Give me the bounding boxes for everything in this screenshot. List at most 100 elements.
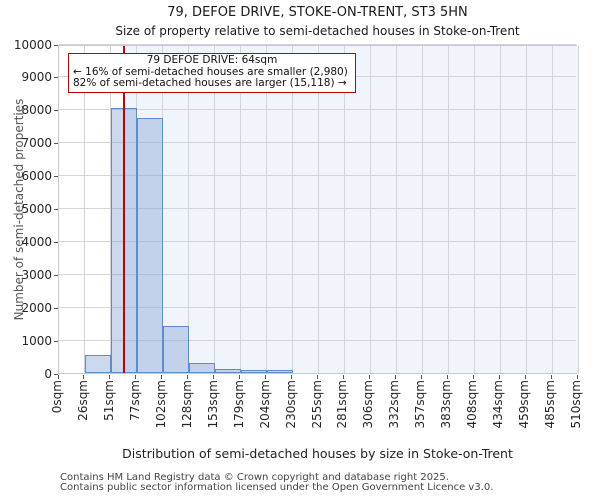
y-tick-mark-3000	[54, 274, 58, 276]
gridline-x-485	[551, 46, 553, 373]
x-tick-mark-179sqm	[239, 375, 241, 379]
gridline-y-10000	[59, 43, 576, 45]
plot-area	[58, 43, 579, 374]
gridline-y-3000	[59, 273, 576, 275]
gridline-x-179	[240, 46, 242, 373]
x-tick-mark-153sqm	[213, 375, 215, 379]
x-tick-mark-230sqm	[291, 375, 293, 379]
footer-attribution-1: Contains HM Land Registry data © Crown c…	[60, 472, 449, 483]
gridline-x-255	[318, 46, 319, 373]
y-tick-label-2000: 2000	[21, 300, 52, 315]
gridline-y-6000	[59, 175, 576, 177]
x-tick-label-332sqm: 332sqm	[387, 380, 402, 429]
x-tick-label-204sqm: 204sqm	[257, 380, 272, 429]
x-tick-mark-459sqm	[524, 375, 526, 379]
x-tick-mark-357sqm	[420, 375, 422, 379]
x-tick-label-51sqm: 51sqm	[101, 380, 116, 421]
x-tick-label-255sqm: 255sqm	[309, 380, 324, 429]
gridline-x-332	[395, 46, 397, 373]
y-tick-mark-0	[54, 373, 58, 375]
x-tick-label-357sqm: 357sqm	[413, 380, 428, 429]
histogram-bar-204-230sqm	[266, 370, 293, 373]
y-tick-label-0: 0	[44, 366, 52, 381]
annotation-larger: 82% of semi-detached houses are larger (…	[73, 77, 347, 89]
x-tick-mark-306sqm	[368, 375, 370, 379]
y-tick-label-5000: 5000	[21, 202, 52, 216]
y-tick-label-10000: 10000	[13, 37, 52, 52]
y-tick-label-4000: 4000	[21, 234, 52, 249]
gridline-y-8000	[59, 109, 576, 111]
y-tick-mark-1000	[54, 340, 58, 342]
x-tick-mark-408sqm	[472, 375, 474, 379]
histogram-bar-179-204sqm	[240, 370, 267, 373]
y-tick-mark-2000	[54, 307, 58, 309]
y-tick-mark-9000	[54, 77, 58, 79]
gridline-y-1000	[59, 339, 576, 341]
footer-attribution-2: Contains public sector information licen…	[60, 482, 494, 493]
x-tick-label-408sqm: 408sqm	[465, 380, 480, 429]
x-tick-label-179sqm: 179sqm	[231, 380, 246, 429]
histogram-bar-102-128sqm	[162, 325, 189, 373]
x-tick-label-77sqm: 77sqm	[127, 380, 142, 421]
x-tick-mark-102sqm	[161, 375, 163, 379]
gridline-x-26	[84, 46, 86, 373]
y-tick-mark-4000	[54, 241, 58, 243]
gridline-x-383	[447, 46, 449, 373]
y-tick-label-6000: 6000	[21, 169, 52, 184]
annotation-box: 79 DEFOE DRIVE: 64sqm ← 16% of semi-deta…	[68, 53, 356, 93]
gridline-x-459	[525, 46, 527, 373]
subject-property-marker-line	[122, 46, 125, 373]
chart-subtitle: Size of property relative to semi-detach…	[115, 24, 520, 38]
gridline-y-7000	[59, 142, 576, 144]
gridline-y-2000	[59, 306, 576, 308]
y-tick-mark-10000	[54, 44, 58, 46]
x-tick-label-434sqm: 434sqm	[491, 380, 506, 429]
gridline-x-128	[188, 46, 190, 373]
gridline-x-153	[214, 46, 216, 373]
annotation-smaller: ← 16% of semi-detached houses are smalle…	[73, 65, 348, 78]
gridline-x-408	[473, 46, 475, 373]
x-tick-label-281sqm: 281sqm	[335, 380, 350, 429]
histogram-bar-26-51sqm	[84, 354, 111, 373]
y-tick-label-9000: 9000	[21, 70, 52, 85]
y-tick-label-8000: 8000	[21, 103, 52, 118]
x-tick-mark-26sqm	[83, 375, 85, 379]
x-tick-mark-281sqm	[342, 375, 344, 379]
annotation-title: 79 DEFOE DRIVE: 64sqm	[146, 54, 278, 66]
x-tick-label-26sqm: 26sqm	[75, 380, 90, 421]
gridline-x-306	[369, 46, 371, 373]
y-tick-label-1000: 1000	[21, 333, 52, 348]
x-tick-label-485sqm: 485sqm	[543, 380, 558, 429]
x-tick-mark-383sqm	[446, 375, 448, 379]
gridline-x-434	[499, 46, 501, 373]
x-axis-label: Distribution of semi-detached houses by …	[122, 446, 513, 461]
gridline-x-510	[577, 46, 579, 373]
gridline-x-230	[292, 46, 294, 373]
y-tick-label-3000: 3000	[21, 267, 52, 282]
x-tick-mark-510sqm	[576, 375, 578, 379]
x-tick-mark-51sqm	[109, 375, 111, 379]
x-tick-mark-255sqm	[317, 375, 318, 379]
gridline-y-5000	[59, 208, 576, 209]
histogram-bar-128-153sqm	[188, 363, 215, 373]
x-tick-label-230sqm: 230sqm	[283, 380, 298, 429]
histogram-bar-77-102sqm	[136, 118, 163, 373]
gridline-x-281	[343, 46, 345, 373]
x-tick-label-153sqm: 153sqm	[205, 380, 220, 429]
x-tick-label-510sqm: 510sqm	[569, 380, 583, 429]
y-tick-mark-7000	[54, 143, 58, 145]
x-tick-label-128sqm: 128sqm	[179, 380, 194, 429]
histogram-bar-153-179sqm	[214, 368, 241, 373]
x-tick-label-102sqm: 102sqm	[153, 380, 168, 429]
gridline-y-4000	[59, 240, 576, 242]
shaded-region-larger-properties	[123, 46, 578, 373]
gridline-x-357	[421, 46, 423, 373]
x-tick-mark-77sqm	[135, 375, 137, 379]
x-tick-mark-204sqm	[265, 375, 267, 379]
x-tick-mark-485sqm	[550, 375, 552, 379]
x-tick-mark-0sqm	[57, 375, 59, 379]
y-tick-label-7000: 7000	[21, 136, 52, 151]
gridline-x-204	[266, 46, 268, 373]
gridline-x-102	[162, 46, 164, 373]
